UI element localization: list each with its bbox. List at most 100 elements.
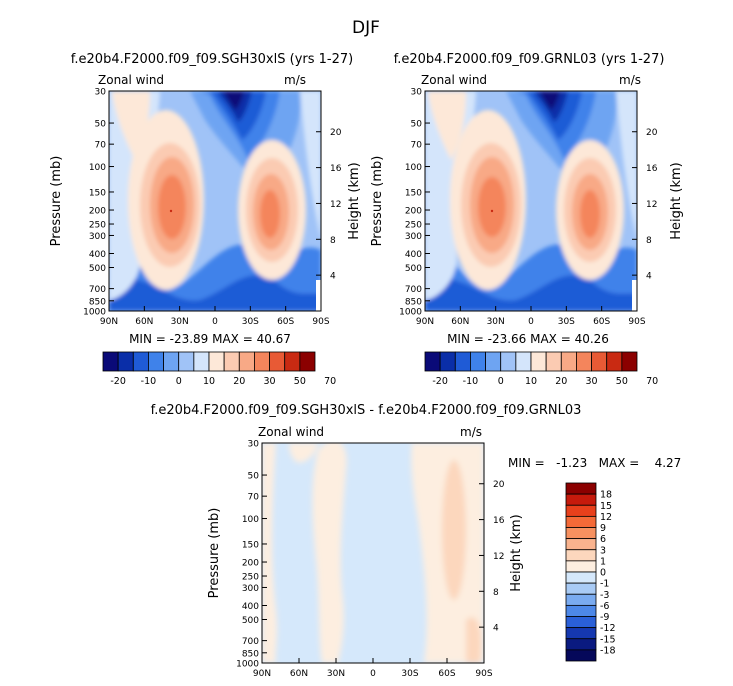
panel-b-colorbar-label: 50 [616,376,628,387]
panel-c-colorbar-label: 6 [600,534,606,545]
panel-a-ylabel-right: Height (km) [347,162,362,239]
panel-c-colorbar-label: 3 [600,545,606,556]
panel-b-contours [425,91,637,311]
panel-a-ytick-label: 300 [89,232,106,242]
panel-c-colorbar-label: -15 [600,634,616,645]
panel-b-colorbar-swatch [560,351,577,372]
panel-c-title: f.e20b4.F2000.f09_f09.SGH30xlS - f.e20b4… [151,403,582,418]
panel-c-ytick-label: 50 [248,472,260,482]
panel-c-ytick-label: 150 [242,540,259,550]
panel-c-ytick-label: 250 [242,573,259,583]
panel-a-xtick-label: 30S [242,317,259,327]
panel-b-xtick-label: 30S [558,317,575,327]
panel-c-colorbar-swatch [565,482,597,495]
panel-b-ytick-label: 500 [405,264,422,274]
panel-b-colorbar: -20 -10 0 10 20 30 50 70 [424,351,658,387]
panel-c-colorbar-swatch [565,604,597,617]
panel-b-colorbar-swatch [530,351,547,372]
panel-a-xtick-label: 90N [100,317,118,327]
panel-a-ytick-label: 70 [95,141,107,151]
panel-a-colorbar-swatch [223,351,240,372]
panel-c-xtick-label: 60N [290,669,308,679]
panel-b-colorbar-label: -20 [432,376,448,387]
panel-c-axes: 305070100150200250300400500700850100090N… [236,440,505,680]
panel-c-ytick-label: 1000 [236,660,259,670]
panel-c-colorbar-swatch [565,538,597,551]
panel-a-colorbar-label: -10 [141,376,157,387]
panel-b-xtick-label: 90S [628,317,645,327]
panel-c-ylabel: Pressure (mb) [207,508,222,599]
panel-a-colorbar-swatch [148,351,164,372]
panel-a-rtick-label: 4 [330,272,336,282]
panel-c-xtick-label: 90S [475,669,492,679]
panel-a-colorbar-swatch [299,351,316,372]
panel-a-xtick-label: 60S [277,317,294,327]
panel-c-xtick-label: 30N [327,669,345,679]
panel-c-xtick-label: 30S [401,669,418,679]
panel-b-colorbar-swatch [545,351,562,372]
panel-a-ytick-label: 30 [95,88,107,98]
panel-c-rtick-label: 8 [493,588,499,598]
panel-a-colorbar-swatch [117,351,134,372]
panel-b-rtick-label: 4 [646,272,652,282]
panel-b-ylabel: Pressure (mb) [370,156,385,247]
panel-b-ytick-label: 70 [411,141,423,151]
panel-c-ytick-label: 300 [242,584,259,594]
panel-a-colorbar-label: 10 [203,376,215,387]
panel-c-contours [262,443,484,663]
panel-b-minmax: MIN = -23.66 MAX = 40.26 [447,332,609,346]
panel-b-colorbar-label: 0 [498,376,504,387]
panel-a-corner-left: Zonal wind [98,73,164,87]
panel-b-xtick-label: 30N [487,317,505,327]
panel-c-colorbar-swatch [565,560,597,573]
panel-c-ytick-label: 200 [242,559,259,569]
panel-a-rtick-label: 12 [330,200,341,210]
panel-a-xtick-label: 0 [212,317,218,327]
panel-b-ytick-label: 200 [405,207,422,217]
panel-a-rtick-label: 20 [330,128,342,138]
panel-b-ytick-label: 700 [405,285,422,295]
panel-b-ytick-label: 100 [405,163,422,173]
panel-a-ytick-label: 150 [89,188,106,198]
panel-a-colorbar-label: 50 [294,376,306,387]
panel-b-ytick-label: 250 [405,221,422,231]
panel-a-xtick-label: 90S [312,317,329,327]
panel-a-ytick-label: 200 [89,207,106,217]
panel-b-colorbar-swatch [485,351,502,372]
panel-b-colorbar-swatch [470,351,486,372]
panel-b-ytick-label: 1000 [399,308,422,318]
panel-b-axes: 305070100150200250300400500700850100090N… [399,88,658,328]
panel-c-colorbar-swatch [565,627,597,640]
panel-a-axes: 305070100150200250300400500700850100090N… [83,88,342,328]
panel-c-corner-right: m/s [460,425,482,439]
panel-c-rtick-label: 20 [493,480,505,490]
panel-b-xtick-label: 60N [451,317,469,327]
panel-b-rtick-label: 8 [646,236,652,246]
panel-c-colorbar-swatch [565,527,597,540]
panel-a-colorbar-swatch [102,351,119,372]
panel-c-colorbar-label: 18 [600,490,612,501]
panel-c-colorbar-swatch [565,515,597,528]
panel-c-ytick-label: 500 [242,616,259,626]
panel-c-ylabel-right: Height (km) [509,514,524,591]
panel-b-colorbar-swatch [439,351,456,372]
panel-b-ytick-label: 30 [411,88,423,98]
panel-b-ylabel-right: Height (km) [669,162,684,239]
panel-b-xtick-label: 90N [416,317,434,327]
panel-b-ytick-label: 150 [405,188,422,198]
panel-c-ytick-label: 700 [242,637,259,647]
panel-a-ytick-label: 850 [89,297,106,307]
panel-b-colorbar-swatch [424,351,441,372]
panel-c: f.e20b4.F2000.f09_f09.SGH30xlS - f.e20b4… [151,403,682,679]
panel-c-colorbar-label: -12 [600,623,616,634]
panel-b-colorbar-swatch [515,351,532,372]
panel-b-rtick-label: 12 [646,200,657,210]
panel-c-xtick-label: 60S [438,669,455,679]
panel-a-contours [109,91,321,311]
panel-c-xtick-label: 90N [253,669,271,679]
panel-a-colorbar-swatch [238,351,255,372]
panel-c-colorbar-swatch [565,638,597,651]
panel-b-rtick-label: 16 [646,164,658,174]
panel-a-rtick-label: 8 [330,236,336,246]
panel-a-xtick-label: 30N [171,317,189,327]
